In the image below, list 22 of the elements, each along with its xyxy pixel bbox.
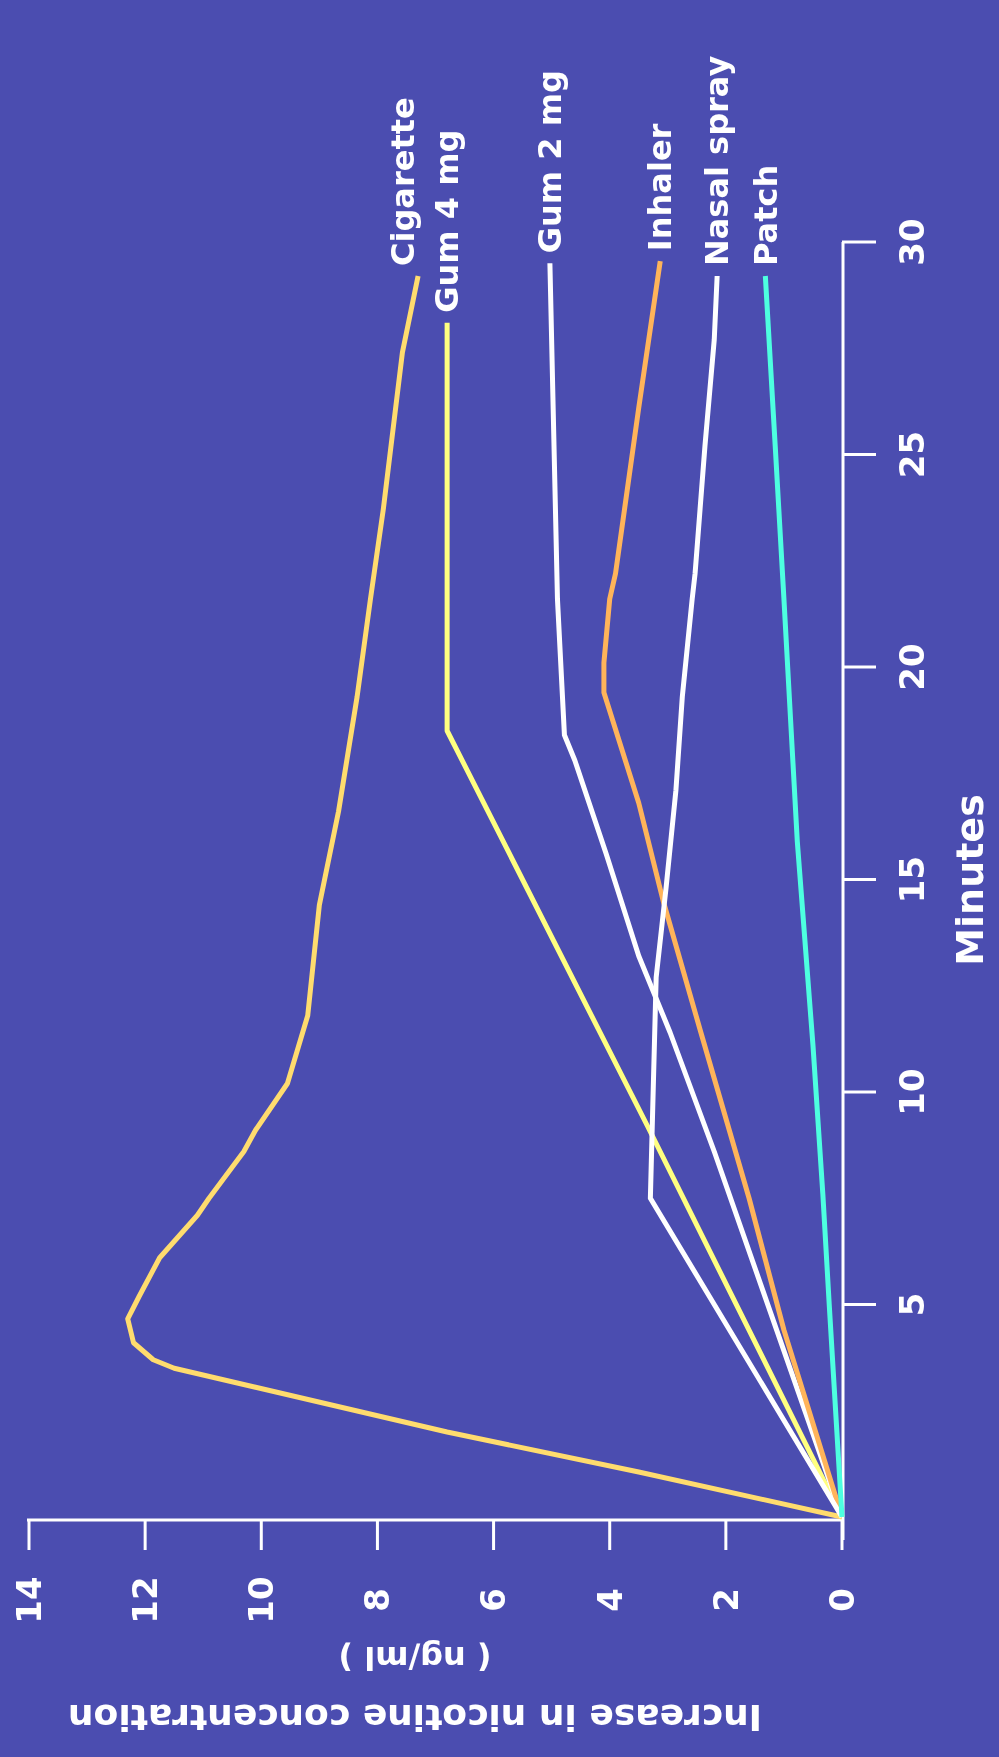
y-tick-label: 10	[891, 1068, 932, 1116]
x-tick-label: 8	[357, 1588, 398, 1612]
text: Cigarette	[384, 97, 423, 266]
y-tick-label: 25	[891, 430, 932, 479]
x-tick-label: 2	[705, 1588, 746, 1612]
text: Inhaler	[641, 123, 680, 252]
x-tick-label: 14	[8, 1576, 49, 1624]
y-tick-label: 30	[891, 218, 932, 266]
x-tick-label: 0	[821, 1588, 862, 1612]
y-tick-label: 15	[891, 855, 932, 904]
text: Patch	[746, 164, 785, 266]
y-axis-title: Minutes	[948, 794, 993, 966]
text: Gum 2 mg	[531, 70, 570, 254]
y-tick-label: 5	[891, 1292, 932, 1317]
x-tick-label: 6	[473, 1588, 514, 1612]
text: Gum 4 mg	[428, 129, 467, 313]
y-tick-label: 20	[891, 643, 932, 691]
text: Nasal spray	[698, 55, 737, 266]
x-tick-label: 4	[589, 1588, 630, 1612]
x-tick-label: 12	[125, 1576, 166, 1624]
x-axis-title: Increase in nicotine concentration ( ng/ml )	[67, 1638, 763, 1739]
x-tick-label: 10	[241, 1576, 282, 1624]
